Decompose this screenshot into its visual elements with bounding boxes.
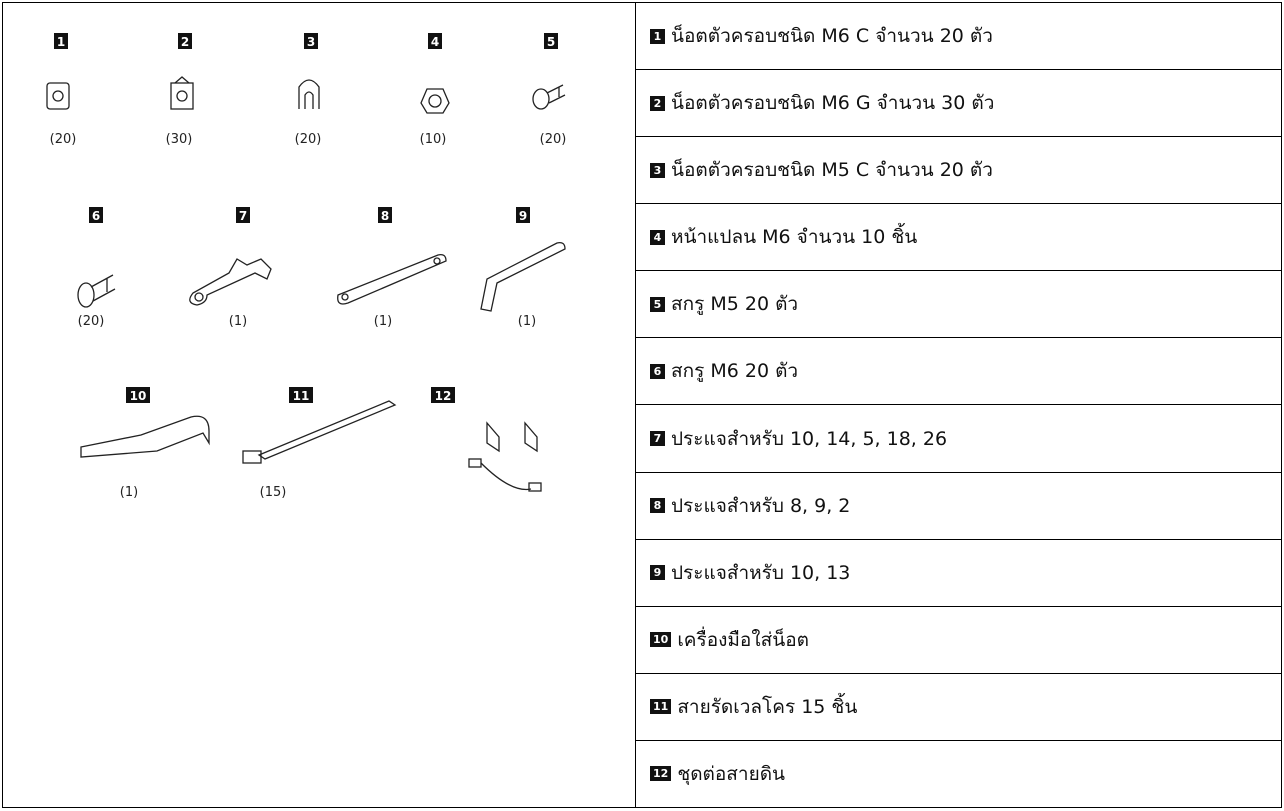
- quantity: (20): [295, 132, 322, 147]
- description: สกรู M6 20 ตัว: [671, 360, 799, 383]
- quantity: (1): [374, 314, 392, 329]
- quantity: (20): [78, 314, 105, 329]
- table-row: 4 หน้าแปลน M6 จำนวน 10 ชิ้น: [636, 204, 1281, 272]
- badge: 7: [650, 431, 665, 446]
- badge-box: [304, 33, 318, 49]
- table-row: 8 ประแจสำหรับ 8, 9, 2: [636, 473, 1281, 540]
- table-row: 11 สายรัดเวลโคร 15 ชิ้น: [636, 674, 1281, 741]
- badge: 4: [650, 229, 665, 245]
- badge: 10: [650, 632, 672, 648]
- badge: 3: [650, 162, 665, 178]
- table-row: 6 สกรู M6 20 ตัว: [636, 338, 1281, 406]
- description: ชุดต่อสายดิน: [677, 762, 786, 785]
- quantity: (1): [518, 314, 536, 329]
- table-row: 12 ชุดต่อสายดิน: [636, 741, 1281, 807]
- badge-box: [289, 387, 313, 403]
- badge-number: 8: [381, 209, 389, 223]
- table-row: 1 น็อตตัวครอบชนิด M6 C จำนวน 20 ตัว: [636, 3, 1281, 71]
- badge-box: [431, 387, 455, 403]
- description: สกรู M5 20 ตัว: [671, 293, 799, 316]
- quantity: (15): [260, 485, 287, 500]
- badge-box: [126, 387, 150, 403]
- quantity: (1): [229, 314, 247, 329]
- badge-number: 6: [92, 209, 100, 223]
- badge: 8: [650, 498, 665, 514]
- badge: 9: [650, 565, 665, 581]
- badge-box: [236, 207, 250, 223]
- quantity: (10): [420, 132, 447, 147]
- badge-number: 3: [307, 35, 315, 49]
- badge-box: [54, 33, 68, 49]
- table-row: 10 เครื่องมือใส่น็อต: [636, 607, 1281, 674]
- quantity: (20): [540, 132, 567, 147]
- badge-box: [544, 33, 558, 49]
- badge: 6: [650, 363, 665, 379]
- badge-box: [428, 33, 442, 49]
- badge-box: [178, 33, 192, 49]
- badge-number: 1: [57, 35, 65, 49]
- table-row: 2 น็อตตัวครอบชนิด M6 G จำนวน 30 ตัว: [636, 70, 1281, 138]
- description: ประแจสำหรับ 10, 14, 5, 18, 26: [671, 427, 948, 450]
- quantity: (30): [166, 132, 193, 147]
- badge-box: [89, 207, 103, 223]
- description: ประแจสำหรับ 8, 9, 2: [671, 494, 851, 517]
- badge-number: 11: [293, 389, 310, 403]
- description: สายรัดเวลโคร 15 ชิ้น: [677, 695, 858, 718]
- badge-number: 10: [130, 389, 147, 403]
- badge-box: [516, 207, 530, 223]
- illustration-panel: 1 (20) 2 (30) 3 (20) 4 (10) 5 (20) 6 (20) 7 (1) 8 (1) 9 (…: [3, 3, 636, 807]
- illustration: 1 (20) 2 (30) 3 (20) 4 (10) 5 (20) 6 (20) 7 (1) 8 (1) 9 (…: [46, 33, 567, 500]
- badge: 5: [650, 296, 665, 312]
- badge-box: [378, 207, 392, 223]
- badge-number: 12: [435, 389, 452, 403]
- badge-number: 5: [547, 35, 555, 49]
- badge-number: 4: [431, 35, 439, 49]
- description: น็อตตัวครอบชนิด M6 C จำนวน 20 ตัว: [671, 25, 993, 48]
- table-row: 7 ประแจสำหรับ 10, 14, 5, 18, 26: [636, 405, 1281, 473]
- table-row: 5 สกรู M5 20 ตัว: [636, 271, 1281, 339]
- description: เครื่องมือใส่น็อต: [677, 628, 809, 651]
- description-list: 1 น็อตตัวครอบชนิด M6 C จำนวน 20 ตัว 2 น็อตต…: [636, 3, 1281, 807]
- badge: 12: [650, 766, 672, 782]
- table-row: 3 น็อตตัวครอบชนิด M5 C จำนวน 20 ตัว: [636, 137, 1281, 205]
- badge-number: 9: [519, 209, 527, 223]
- badge: 1: [650, 28, 665, 44]
- badge-number: 2: [181, 35, 189, 49]
- description: หน้าแปลน M6 จำนวน 10 ชิ้น: [671, 226, 918, 249]
- description: น็อตตัวครอบชนิด M6 G จำนวน 30 ตัว: [671, 92, 995, 115]
- icons: [46, 76, 566, 492]
- quantity: (20): [50, 132, 77, 147]
- badge-number: 7: [239, 209, 247, 223]
- description: ประแจสำหรับ 10, 13: [671, 561, 851, 584]
- badge: 2: [650, 95, 665, 111]
- description: น็อตตัวครอบชนิด M5 C จำนวน 20 ตัว: [671, 159, 993, 182]
- badge: 11: [650, 699, 672, 715]
- quantity: (1): [120, 485, 138, 500]
- table-row: 9 ประแจสำหรับ 10, 13: [636, 540, 1281, 607]
